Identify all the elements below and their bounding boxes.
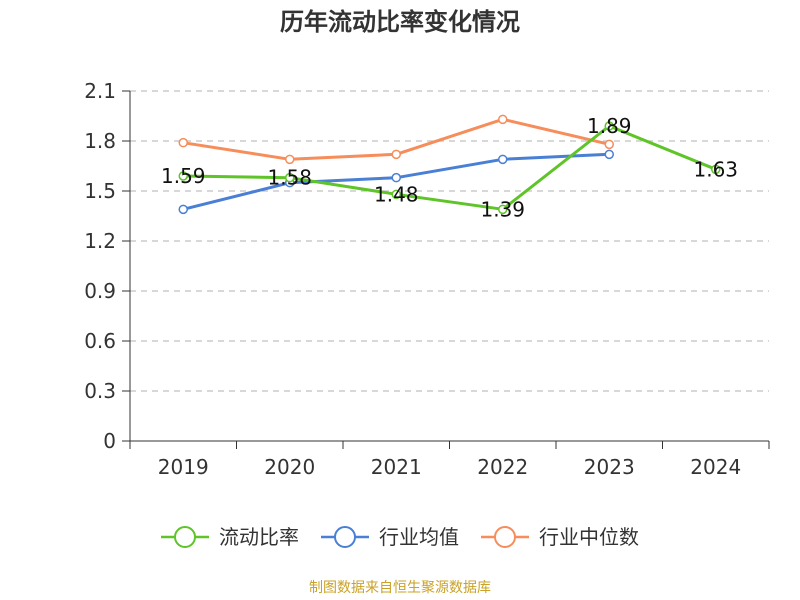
grid-layer — [130, 90, 769, 392]
data-point — [178, 204, 188, 215]
series-layer — [178, 114, 721, 215]
data-point — [604, 139, 614, 150]
data-point — [604, 149, 614, 160]
y-tick-label: 0.9 — [84, 279, 116, 303]
legend[interactable]: 流动比率 行业均值 行业中位数 — [161, 525, 639, 549]
data-label: 1.89 — [587, 114, 632, 138]
legend-marker — [494, 526, 516, 548]
data-point — [178, 137, 188, 148]
chart-title: 历年流动比率变化情况 — [280, 8, 520, 36]
data-label: 1.63 — [693, 157, 738, 181]
data-point — [391, 172, 401, 183]
x-tick-label: 2022 — [477, 455, 528, 479]
legend-item[interactable]: 行业中位数 — [481, 525, 639, 549]
axis-layer: 0 0.3 0.6 0.9 1.2 1.5 1.8 2.1 2019 2020 2021 2022 20… — [84, 79, 770, 479]
data-label: 1.58 — [267, 166, 312, 190]
y-tick-label: 0.3 — [84, 379, 116, 403]
legend-item[interactable]: 流动比率 — [161, 525, 299, 549]
data-point — [498, 114, 508, 125]
y-tick-label: 0 — [103, 429, 116, 453]
data-point — [285, 154, 295, 165]
data-point — [604, 121, 614, 131]
source-note: 制图数据来自恒生聚源数据库 — [309, 580, 491, 596]
y-tick-label: 1.2 — [84, 229, 116, 253]
y-tick-label: 1.8 — [84, 129, 116, 153]
y-tick-label: 1.5 — [84, 179, 116, 203]
data-point — [391, 149, 401, 160]
x-tick-label: 2021 — [371, 455, 422, 479]
y-tick-label: 2.1 — [84, 79, 116, 103]
y-tick-label: 0.6 — [84, 329, 116, 353]
legend-label: 行业均值 — [379, 525, 459, 549]
data-label-layer: 1.59 1.58 1.48 1.39 1.89 1.63 — [161, 114, 738, 221]
data-point — [178, 171, 188, 181]
data-label: 1.48 — [374, 182, 419, 206]
legend-marker — [334, 526, 356, 548]
data-point — [711, 164, 721, 175]
data-point — [498, 204, 508, 215]
data-label: 1.39 — [480, 197, 525, 221]
data-point — [391, 189, 401, 200]
x-tick-label: 2019 — [158, 455, 209, 479]
legend-label: 流动比率 — [219, 525, 299, 549]
data-point — [285, 172, 295, 183]
data-label: 1.59 — [161, 164, 206, 188]
x-tick-label: 2024 — [690, 455, 741, 479]
data-point — [498, 154, 508, 165]
x-tick-label: 2023 — [584, 455, 635, 479]
legend-label: 行业中位数 — [539, 525, 639, 549]
x-tick-label: 2020 — [264, 455, 315, 479]
legend-item[interactable]: 行业均值 — [321, 525, 459, 549]
legend-marker — [174, 526, 196, 548]
series-line — [183, 124, 717, 211]
